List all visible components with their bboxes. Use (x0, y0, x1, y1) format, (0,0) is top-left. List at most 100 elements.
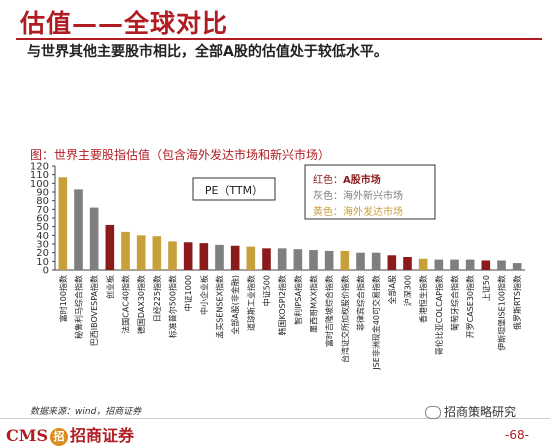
x-tick-label: 法国CAC40指数 (121, 275, 131, 334)
legend-label: 灰色： (313, 189, 343, 202)
x-tick-label: 沪深300 (403, 275, 413, 306)
x-tick-label: 哥伦比亚COLCAP指数 (434, 275, 444, 355)
bar (152, 236, 162, 270)
bar (465, 259, 475, 270)
legend-entry: 灰色：海外新兴市场 (313, 189, 403, 202)
y-tick-label: 0 (43, 266, 49, 277)
bar (277, 248, 287, 270)
cms-logo: CMS 招招商证券 (6, 422, 134, 446)
y-tick-label: 20 (36, 248, 49, 259)
x-tick-label: 中证500 (262, 275, 272, 306)
bar (309, 250, 318, 270)
bar (340, 250, 350, 270)
bar (121, 231, 130, 270)
logo-name: 招商证券 (70, 426, 135, 445)
footer-divider (0, 418, 550, 419)
bar (403, 257, 412, 270)
bar (105, 224, 115, 270)
x-tick-label: 伊斯坦堡ISE100指数 (497, 275, 507, 351)
bar (215, 244, 224, 270)
pe-label: PE（TTM） (205, 184, 263, 197)
legend-value: 海外新兴市场 (343, 189, 403, 202)
legend-entry: 黄色：海外发达市场 (313, 205, 403, 218)
bar (512, 263, 522, 270)
wechat-icon (425, 406, 441, 419)
bar (58, 177, 68, 270)
bar (450, 259, 459, 270)
y-tick-label: 50 (36, 222, 49, 233)
logo-badge-icon: 招 (50, 427, 68, 446)
x-tick-label: 巴西IBOVESPA指数 (89, 275, 99, 346)
bar (481, 260, 491, 270)
x-tick-label: 道琼斯工业指数 (246, 275, 256, 331)
x-tick-label: 香港恒生指数 (418, 275, 428, 323)
bar (246, 246, 256, 270)
bar (434, 259, 444, 270)
x-tick-label: 韩国KOSPI2指数 (277, 275, 287, 335)
page-subtitle: 与世界其他主要股市相比，全部A股的估值处于较低水平。 (27, 44, 388, 60)
title-divider (16, 38, 542, 40)
y-tick-label: 80 (36, 196, 49, 207)
y-tick-label: 120 (30, 162, 49, 173)
pe-label-box (192, 177, 276, 201)
y-tick-label: 30 (36, 240, 49, 251)
bar (183, 242, 193, 270)
chart-caption: 图：世界主要股指估值（包含海外发达市场和新兴市场） (30, 148, 331, 162)
y-tick-label: 70 (36, 205, 49, 216)
data-source-note: 数据来源：wind，招商证券 (30, 407, 142, 417)
y-tick-label: 90 (36, 188, 49, 199)
x-tick-label: 开罗CASE30指数 (465, 275, 475, 338)
bar (293, 249, 303, 270)
x-tick-label: 德国DAX30指数 (136, 275, 146, 334)
bar (168, 241, 177, 270)
x-tick-label: 上证50 (482, 275, 491, 301)
x-tick-label: 富时吉隆坡综合指数 (324, 275, 334, 347)
x-tick-label: 创业板 (105, 275, 115, 299)
legend-value: 海外发达市场 (343, 205, 403, 218)
x-tick-label: JSE非洲现金40可交易指数 (371, 275, 381, 371)
x-tick-label: 日经225指数 (152, 275, 162, 322)
logo-text: CMS (6, 426, 48, 445)
bar (89, 207, 99, 270)
y-tick-label: 10 (36, 257, 49, 268)
x-tick-label: 全部A股 (387, 275, 397, 304)
x-tick-label: 中小企业板 (199, 275, 209, 315)
x-tick-label: 全部A股(非金融) (230, 275, 240, 335)
y-tick-label: 100 (30, 179, 49, 190)
bar (199, 243, 209, 270)
legend-label: 黄色： (313, 205, 343, 218)
wechat-text: 招商策略研究 (444, 405, 517, 419)
bar (387, 255, 397, 270)
wechat-watermark: 招商策略研究 (425, 403, 516, 420)
legend-value: A股市场 (343, 173, 381, 186)
x-tick-label: 菲律宾综合指数 (356, 275, 366, 331)
legend-box (304, 164, 436, 220)
x-tick-label: 俄罗斯RTS指数 (512, 275, 522, 330)
x-tick-label: 标准普尔500指数 (168, 275, 178, 338)
bar (136, 235, 146, 270)
x-tick-label: 富时100指数 (58, 275, 68, 322)
y-tick-label: 40 (36, 231, 49, 242)
x-tick-label: 智利IPSA指数 (293, 275, 303, 325)
x-tick-label: 中证1000 (183, 275, 193, 311)
page-title: 估值——全球对比 (20, 9, 229, 38)
bar (371, 252, 381, 270)
bar (356, 252, 365, 270)
bar (324, 250, 334, 270)
legend-label: 红色： (313, 173, 343, 186)
y-tick-label: 60 (36, 214, 49, 225)
x-tick-label: 台湾证交所加权股价指数 (340, 275, 350, 363)
x-tick-label: 秘鲁利马综合指数 (74, 275, 84, 339)
bar (74, 189, 83, 270)
bar (497, 260, 506, 270)
x-tick-label: 葡萄牙综合指数 (450, 275, 460, 331)
bar (262, 248, 271, 270)
legend-entry: 红色：A股市场 (313, 173, 381, 186)
page-number: -68- (505, 428, 529, 442)
x-tick-label: 孟买SENSEX指数 (215, 275, 225, 339)
bar (230, 245, 240, 270)
y-tick-label: 110 (30, 170, 49, 181)
bar (418, 258, 428, 270)
x-tick-label: 墨西哥MXX指数 (309, 275, 319, 333)
